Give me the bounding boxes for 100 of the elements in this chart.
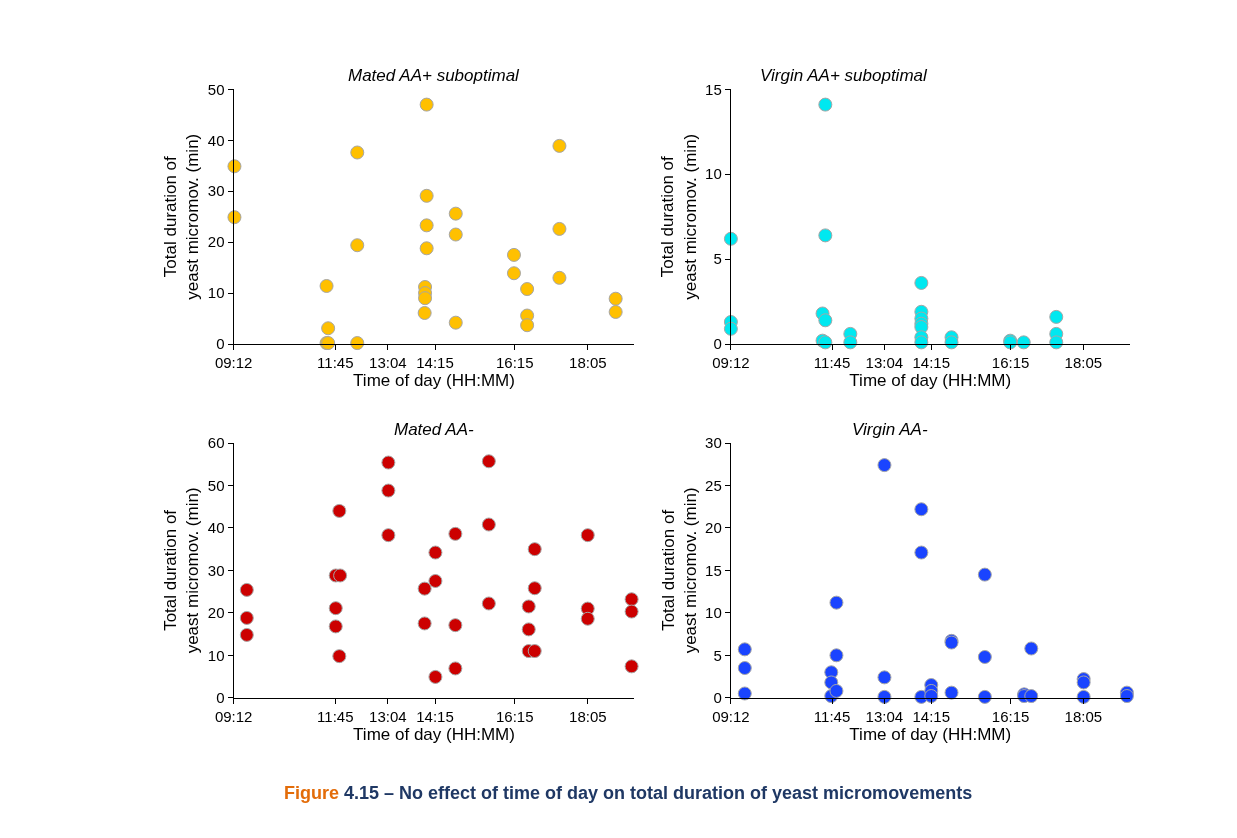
point xyxy=(1024,689,1039,704)
point xyxy=(1076,689,1091,704)
point xyxy=(428,573,443,588)
x-tick-label: 09:12 xyxy=(214,354,253,372)
point xyxy=(520,282,535,297)
point xyxy=(723,231,738,246)
y-tick-label: 30 xyxy=(207,182,225,200)
point xyxy=(624,592,639,607)
y-tick-label: 10 xyxy=(207,284,225,302)
point xyxy=(608,304,623,319)
point xyxy=(829,683,844,698)
point xyxy=(737,642,752,657)
point xyxy=(818,228,833,243)
point xyxy=(448,206,463,221)
y-axis-title: Total duration of yeast micromov. (min) xyxy=(658,487,700,654)
point xyxy=(527,644,542,659)
x-tick-label: 09:12 xyxy=(712,707,750,725)
point xyxy=(1049,309,1064,324)
x-tick-label: 18:05 xyxy=(569,354,607,372)
point xyxy=(877,670,892,685)
x-axis-title: Time of day (HH:MM) xyxy=(849,724,1012,744)
point xyxy=(527,581,542,596)
point xyxy=(829,648,844,663)
point xyxy=(914,502,929,517)
x-tick-label: 09:12 xyxy=(712,354,750,372)
x-tick-label: 14:15 xyxy=(912,354,951,372)
chart-title: Mated AA+ suboptimal xyxy=(348,66,521,85)
x-tick-label: 14:15 xyxy=(416,707,454,725)
point xyxy=(321,321,336,336)
y-tick-label: 50 xyxy=(207,476,225,494)
y-axis-title: Total duration of yeast micromov. (min) xyxy=(658,133,700,300)
point xyxy=(1119,689,1134,704)
point xyxy=(428,669,443,684)
point xyxy=(521,622,536,637)
chart-title: Virgin AA- xyxy=(852,420,928,439)
point xyxy=(418,291,433,306)
point xyxy=(914,545,929,560)
point xyxy=(521,599,536,614)
point xyxy=(239,582,254,597)
point xyxy=(419,218,434,233)
x-tick-label: 16:15 xyxy=(496,354,534,372)
y-axis-title: Total duration of yeast micromov. (min) xyxy=(161,487,203,654)
y-tick-label: 0 xyxy=(713,335,722,353)
point xyxy=(381,483,396,498)
point xyxy=(877,689,892,704)
point xyxy=(239,610,254,625)
x-tick-label: 18:05 xyxy=(1064,707,1103,725)
y-tick-label: 40 xyxy=(207,519,225,537)
point xyxy=(580,528,595,543)
point xyxy=(737,661,752,676)
point xyxy=(227,159,242,174)
y-tick-label: 5 xyxy=(713,250,722,268)
x-axis-title: Time of day (HH:MM) xyxy=(353,371,515,391)
point xyxy=(448,618,463,633)
y-tick-label: 5 xyxy=(713,646,722,664)
point xyxy=(608,291,623,306)
y-tick-label: 25 xyxy=(705,476,722,494)
point xyxy=(914,335,929,350)
point xyxy=(624,659,639,674)
y-tick-label: 20 xyxy=(207,604,225,622)
point xyxy=(818,97,833,112)
point xyxy=(319,278,334,293)
point xyxy=(977,567,992,582)
point xyxy=(506,266,521,281)
point xyxy=(481,454,496,469)
point xyxy=(944,335,959,350)
point xyxy=(428,545,443,560)
point xyxy=(527,542,542,557)
x-tick-label: 11:45 xyxy=(317,354,354,372)
x-tick-label: 09:12 xyxy=(214,707,253,725)
point xyxy=(520,318,535,333)
x-tick-label: 16:15 xyxy=(496,707,534,725)
y-tick-label: 10 xyxy=(705,604,722,622)
point xyxy=(624,604,639,619)
x-tick-label: 13:04 xyxy=(865,354,904,372)
y-tick-label: 10 xyxy=(207,646,225,664)
x-tick-label: 11:45 xyxy=(813,707,851,725)
point xyxy=(977,649,992,664)
point xyxy=(419,241,434,256)
point xyxy=(417,305,432,320)
x-tick-label: 16:15 xyxy=(991,707,1030,725)
point xyxy=(580,611,595,626)
point xyxy=(239,627,254,642)
point xyxy=(1016,335,1031,350)
point xyxy=(332,649,347,664)
x-tick-label: 14:15 xyxy=(416,354,454,372)
y-tick-label: 40 xyxy=(207,131,225,149)
x-tick-label: 11:45 xyxy=(813,354,851,372)
y-tick-label: 30 xyxy=(705,434,722,452)
point xyxy=(350,145,365,160)
point xyxy=(448,661,463,676)
x-tick-label: 14:15 xyxy=(912,707,951,725)
point xyxy=(552,138,567,153)
point xyxy=(381,455,396,470)
caption: Figure 4.15 – No effect of time of day on total duration of yeast micromovements xyxy=(284,783,973,803)
y-tick-label: 0 xyxy=(216,688,225,706)
y-tick-label: 30 xyxy=(207,561,225,579)
y-tick-label: 10 xyxy=(705,165,722,183)
point xyxy=(333,568,348,583)
point xyxy=(1049,335,1064,350)
